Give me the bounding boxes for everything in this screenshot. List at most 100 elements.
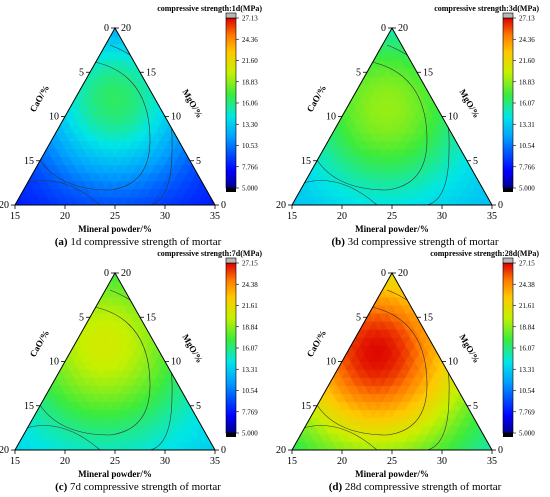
heatmap-field (292, 28, 492, 205)
right-tick-label: 20 (398, 23, 408, 34)
colorbar-tick-label: 10.54 (519, 387, 535, 395)
right-tick-label: 5 (473, 156, 478, 167)
left-tick-label: 0 (104, 268, 109, 279)
bottom-tick-label: 30 (160, 211, 170, 222)
left-tick-label: 15 (301, 156, 311, 167)
colorbar-tick-label: 13.31 (519, 121, 535, 129)
right-tick-label: 10 (448, 357, 458, 368)
colorbar-tick-label: 21.60 (242, 57, 258, 65)
bottom-tick-label: 25 (110, 211, 120, 222)
bottom-axis-title: Mineral powder/% (355, 224, 429, 234)
colorbar-tick-label: 24.36 (519, 36, 535, 44)
left-axis-title: CaO/% (28, 83, 51, 114)
colorbar-tick-label: 10.53 (242, 142, 258, 150)
right-tick-label: 15 (423, 67, 433, 78)
heatmap-field (292, 273, 492, 450)
left-tick-label: 20 (0, 200, 9, 211)
caption-text: 1d compressive strength of mortar (68, 236, 222, 248)
colorbar-tick-label: 5.000 (519, 430, 535, 438)
right-tick-label: 20 (398, 268, 408, 279)
colorbar (502, 17, 514, 189)
colorbar-tick-label: 10.54 (519, 142, 535, 150)
bottom-axis-title: Mineral powder/% (78, 469, 152, 479)
right-tick-label: 0 (498, 445, 503, 456)
right-axis-title: MgO/% (457, 332, 481, 364)
left-tick-label: 0 (381, 268, 386, 279)
right-tick-label: 20 (121, 268, 131, 279)
colorbar-tick-label: 18.83 (242, 78, 258, 86)
right-tick-label: 0 (498, 200, 503, 211)
left-axis-title: CaO/% (28, 328, 51, 359)
left-axis-title: CaO/% (305, 83, 328, 114)
bottom-tick-label: 15 (287, 211, 297, 222)
left-tick-label: 10 (49, 112, 59, 123)
caption-label: (a) (55, 236, 68, 248)
colorbar-tick-label: 16.06 (242, 100, 258, 108)
colorbar-tick-label: 7.766 (242, 163, 258, 171)
bottom-tick-label: 20 (60, 456, 70, 467)
colorbar-tick-label: 18.83 (519, 78, 535, 86)
colorbar-tick-label: 27.15 (242, 260, 258, 268)
heatmap-field (15, 273, 215, 450)
colorbar (502, 262, 514, 434)
bottom-tick-label: 25 (387, 456, 397, 467)
panel-caption: (d) 28d compressive strength of mortar (329, 481, 502, 493)
colorbar (225, 262, 237, 434)
caption-text: 28d compressive strength of mortar (342, 481, 501, 493)
colorbar-tick-label: 18.84 (519, 323, 535, 331)
colorbar-tick-label: 7.769 (242, 408, 258, 416)
bottom-tick-label: 35 (210, 211, 220, 222)
colorbar-tick-label: 5.000 (519, 185, 535, 193)
colorbar-tick-label: 27.15 (519, 260, 535, 268)
chart-title: compressive strength:7d(MPa) (157, 249, 262, 258)
caption-label: (c) (55, 481, 68, 493)
bottom-axis-title: Mineral powder/% (355, 469, 429, 479)
left-tick-label: 15 (24, 156, 34, 167)
panel-caption: (a) 1d compressive strength of mortar (55, 236, 222, 248)
heatmap-field (15, 28, 215, 205)
left-tick-label: 10 (49, 357, 59, 368)
caption-text: 3d compressive strength of mortar (345, 236, 499, 248)
colorbar-tick-label: 16.07 (519, 100, 535, 108)
colorbar-tick-label: 27.13 (519, 15, 535, 23)
caption-label: (b) (331, 236, 345, 248)
bottom-tick-label: 20 (337, 456, 347, 467)
colorbar-tick-label: 13.31 (242, 366, 258, 374)
colorbar-tick-label: 27.13 (242, 15, 258, 23)
colorbar-tick-label: 5.000 (242, 185, 258, 193)
caption-text: 7d compressive strength of mortar (67, 481, 221, 493)
colorbar-tick-label: 13.31 (519, 366, 535, 374)
left-tick-label: 20 (276, 445, 286, 456)
left-tick-label: 0 (104, 23, 109, 34)
left-tick-label: 10 (326, 112, 336, 123)
colorbar-tick-label: 21.60 (519, 57, 535, 65)
colorbar-tick-label: 16.07 (519, 345, 535, 353)
bottom-tick-label: 15 (287, 456, 297, 467)
bottom-tick-label: 35 (487, 211, 497, 222)
right-tick-label: 15 (146, 312, 156, 323)
bottom-tick-label: 15 (10, 456, 20, 467)
left-tick-label: 5 (356, 312, 361, 323)
left-tick-label: 5 (356, 67, 361, 78)
left-tick-label: 10 (326, 357, 336, 368)
bottom-tick-label: 25 (110, 456, 120, 467)
right-tick-label: 5 (473, 401, 478, 412)
right-tick-label: 10 (171, 357, 181, 368)
colorbar-tick-label: 21.61 (242, 302, 258, 310)
bottom-tick-label: 30 (437, 456, 447, 467)
caption-label: (d) (329, 481, 343, 493)
bottom-tick-label: 20 (337, 211, 347, 222)
chart-title: compressive strength:1d(MPa) (157, 4, 262, 13)
right-tick-label: 0 (221, 200, 226, 211)
panel-caption: (b) 3d compressive strength of mortar (331, 236, 498, 248)
colorbar-tick-label: 7.769 (519, 408, 535, 416)
colorbar-tick-label: 24.38 (519, 281, 535, 289)
colorbar-tick-label: 21.61 (519, 302, 535, 310)
right-tick-label: 0 (221, 445, 226, 456)
colorbar-tick-label: 13.30 (242, 121, 258, 129)
left-tick-label: 5 (79, 312, 84, 323)
